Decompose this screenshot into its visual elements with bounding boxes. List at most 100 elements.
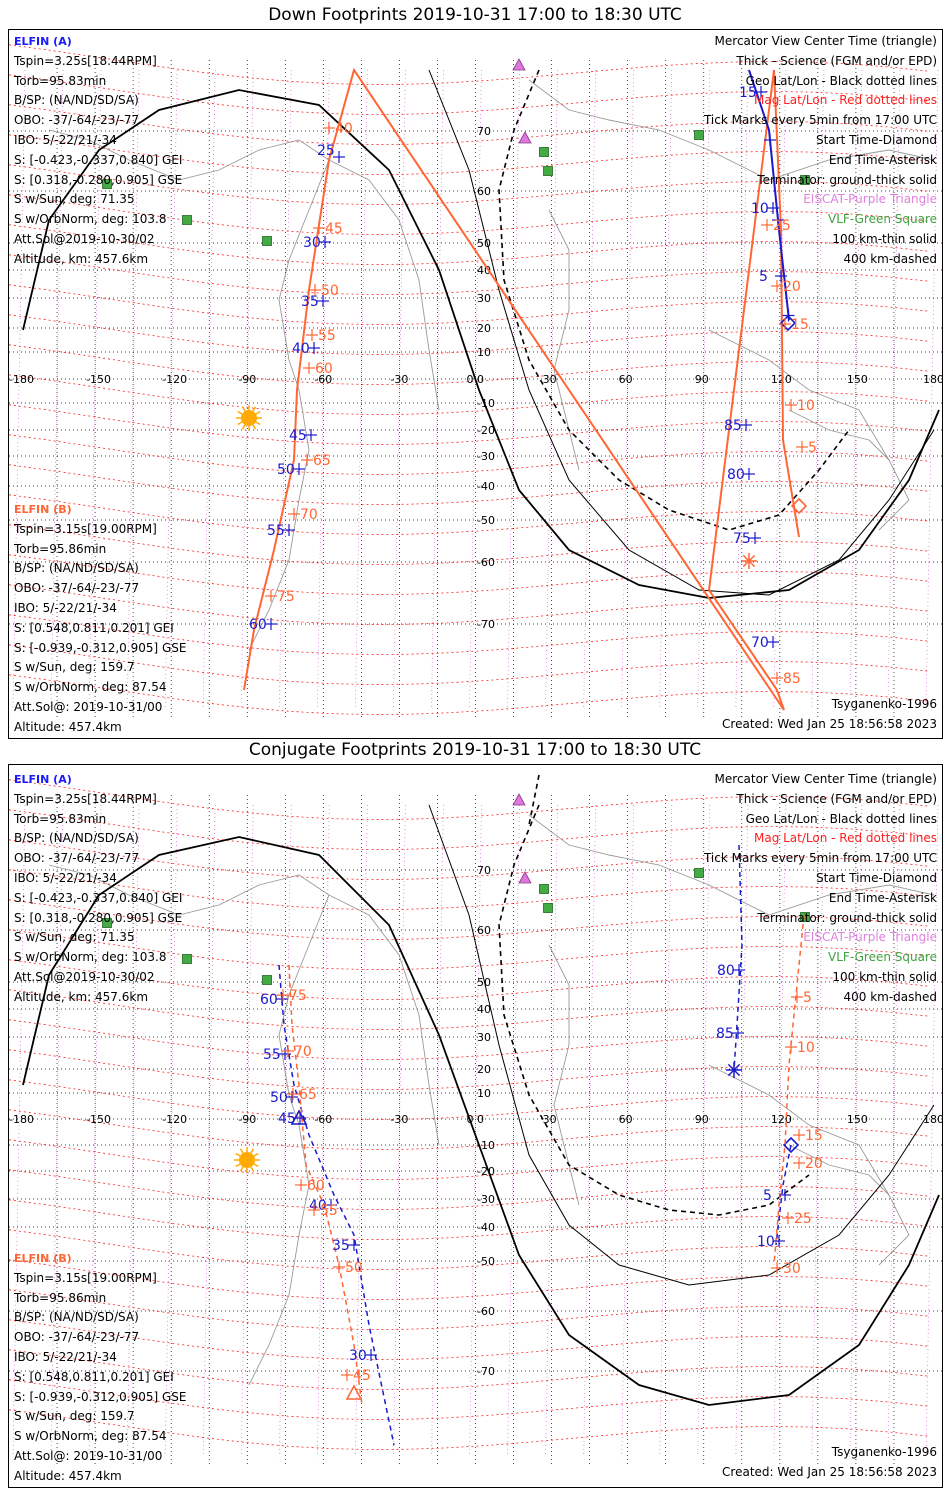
elfin-a-time-label: 80 bbox=[717, 963, 735, 979]
vlf-square-icon bbox=[800, 912, 810, 922]
elfin-a-line: Torb=95.83min bbox=[14, 73, 107, 88]
elfin-a-line: S: [0.318,-0.280,0.905] GSE bbox=[14, 910, 183, 925]
elfin-b-line: S: [0.548,0.811,0.201] GEI bbox=[14, 620, 174, 635]
elfin-b-time-label: 40 bbox=[335, 121, 353, 137]
elfin-b-line: Tspin=3.15s[19.00RPM] bbox=[14, 521, 157, 536]
elfin-a-time-label: 40 bbox=[292, 341, 310, 357]
model-label: Tsyganenko-1996 bbox=[831, 697, 937, 711]
meridian-line bbox=[50, 69, 64, 709]
elfin-a-line: S w/OrbNorm, deg: 103.8 bbox=[14, 212, 167, 227]
sun-icon bbox=[253, 1163, 259, 1168]
legend-tick-marks: Tick Marks every 5min from 17:00 UTC bbox=[703, 113, 937, 128]
elfin-b-time-label: 25 bbox=[794, 1211, 812, 1227]
elfin-b-line: S: [0.548,0.811,0.201] GEI bbox=[14, 1369, 174, 1384]
lat-tick-label: -20 bbox=[477, 424, 495, 437]
lat-tick-label: 0 bbox=[477, 1113, 484, 1126]
end-asterisk-icon bbox=[727, 1063, 741, 1077]
lat-tick-label: 20 bbox=[477, 1063, 491, 1076]
elfin-b-line: S w/Sun, deg: 159.7 bbox=[14, 1409, 135, 1424]
elfin-a-info: ELFIN (A) Tspin=3.25s[18.44RPM] Torb=95.… bbox=[14, 770, 182, 1008]
elfin-b-info: ELFIN (B) Tspin=3.15s[19.00RPM] Torb=95.… bbox=[14, 500, 187, 738]
elfin-b-info: ELFIN (B) Tspin=3.15s[19.00RPM] Torb=95.… bbox=[14, 1249, 187, 1487]
lon-tick-label: -90 bbox=[238, 373, 256, 386]
start-diamond-icon bbox=[790, 497, 808, 515]
elfin-a-line: B/SP: (NA/ND/SD/SA) bbox=[14, 93, 139, 108]
meridian-line bbox=[278, 69, 292, 709]
lon-tick-label: 30 bbox=[543, 1113, 557, 1126]
elfin-a-time-label: 55 bbox=[263, 1047, 281, 1063]
lat-tick-label: -70 bbox=[477, 1365, 495, 1378]
elfin-a-time-label: 10 bbox=[757, 1234, 775, 1250]
elfin-b-header: ELFIN (B) bbox=[14, 1252, 72, 1265]
elfin-b-line: Torb=95.86min bbox=[14, 541, 107, 556]
meridian-line bbox=[507, 69, 520, 709]
elfin-a-time-label: 35 bbox=[301, 294, 319, 310]
legend-400km: 400 km-dashed bbox=[843, 989, 937, 1004]
elfin-b-header: ELFIN (B) bbox=[14, 503, 72, 516]
lat-tick-label: -10 bbox=[477, 1139, 495, 1152]
lon-tick-label: 150 bbox=[847, 373, 868, 386]
legend-400km: 400 km-dashed bbox=[843, 251, 937, 266]
elfin-b-line: S w/OrbNorm, deg: 87.54 bbox=[14, 1429, 167, 1444]
lon-tick-label: -150 bbox=[86, 373, 111, 386]
elfin-a-time-label: 35 bbox=[332, 1238, 350, 1254]
vlf-square-icon bbox=[800, 175, 810, 185]
eiscat-triangle-icon bbox=[518, 131, 532, 144]
elfin-a-line: Tspin=3.25s[18.44RPM] bbox=[14, 53, 157, 68]
elfin-a-track bbox=[733, 844, 743, 1071]
lon-tick-label: 0 bbox=[467, 373, 474, 386]
meridian-line bbox=[469, 69, 482, 709]
sun-icon bbox=[241, 410, 257, 426]
lon-tick-label: -30 bbox=[390, 1113, 408, 1126]
lon-tick-label: 90 bbox=[695, 1113, 709, 1126]
elfin-a-time-label: 15 bbox=[739, 85, 757, 101]
elfin-b-time-label: 75 bbox=[277, 589, 295, 605]
elfin-a-line: OBO: -37/-64/-23/-77 bbox=[14, 851, 140, 866]
sun-icon bbox=[239, 1152, 255, 1168]
elfin-b-line: S: [-0.939,-0.312,0.905] GSE bbox=[14, 640, 187, 655]
footprint-100km-line bbox=[428, 804, 935, 1286]
lat-tick-label: 20 bbox=[477, 322, 491, 335]
vlf-square-icon bbox=[694, 130, 704, 140]
meridian-line bbox=[621, 69, 635, 709]
created-label: Created: Wed Jan 25 18:56:58 2023 bbox=[722, 717, 937, 731]
elfin-b-time-label: 20 bbox=[805, 1156, 823, 1172]
lat-tick-label: 30 bbox=[477, 292, 491, 305]
vlf-square-icon bbox=[543, 903, 553, 913]
meridian-line bbox=[164, 69, 178, 709]
elfin-a-line: Altitude, km: 457.6km bbox=[14, 989, 149, 1004]
coastline bbox=[788, 1144, 890, 1196]
lat-tick-label: -60 bbox=[477, 556, 495, 569]
sun-icon bbox=[241, 406, 246, 412]
coastline bbox=[528, 814, 935, 916]
elfin-a-line: S: [-0.423,-0.337,0.840] GEI bbox=[14, 890, 183, 905]
coastline bbox=[708, 1064, 910, 1266]
lat-tick-label: 60 bbox=[477, 924, 491, 937]
elfin-a-track bbox=[775, 1144, 792, 1246]
mag-lat-line bbox=[9, 1019, 930, 1060]
sun-icon bbox=[241, 424, 246, 430]
elfin-b-time-label: 70 bbox=[300, 507, 318, 523]
elfin-a-line: Altitude, km: 457.6km bbox=[14, 251, 149, 266]
meridian-line bbox=[583, 69, 597, 709]
elfin-b-time-label: 25 bbox=[773, 218, 791, 234]
legend-mag-grid: Mag Lat/Lon - Red dotted lines bbox=[753, 831, 937, 846]
elfin-a-time-label: 30 bbox=[349, 1348, 367, 1364]
elfin-b-time-label: 15 bbox=[805, 1128, 823, 1144]
elfin-b-time-label: 85 bbox=[783, 671, 801, 687]
mag-lat-line bbox=[9, 1049, 930, 1090]
map-legend: Mercator View Center Time (triangle) Thi… bbox=[704, 32, 937, 270]
vlf-square-icon bbox=[539, 884, 549, 894]
elfin-a-line: Tspin=3.25s[18.44RPM] bbox=[14, 791, 157, 806]
sun-icon bbox=[255, 410, 261, 415]
lon-tick-label: 60 bbox=[619, 1113, 633, 1126]
coastline bbox=[528, 79, 935, 181]
elfin-b-line: OBO: -37/-64/-23/-77 bbox=[14, 581, 140, 596]
elfin-a-time-label: 55 bbox=[267, 523, 285, 539]
elfin-a-header: ELFIN (A) bbox=[14, 35, 72, 48]
legend-terminator: Terminator: ground-thick solid bbox=[757, 910, 937, 925]
meridian-line bbox=[659, 69, 673, 709]
elfin-b-time-label: 60 bbox=[315, 361, 333, 377]
elfin-a-time-label: 50 bbox=[270, 1090, 288, 1106]
elfin-a-line: S w/OrbNorm, deg: 103.8 bbox=[14, 950, 167, 965]
